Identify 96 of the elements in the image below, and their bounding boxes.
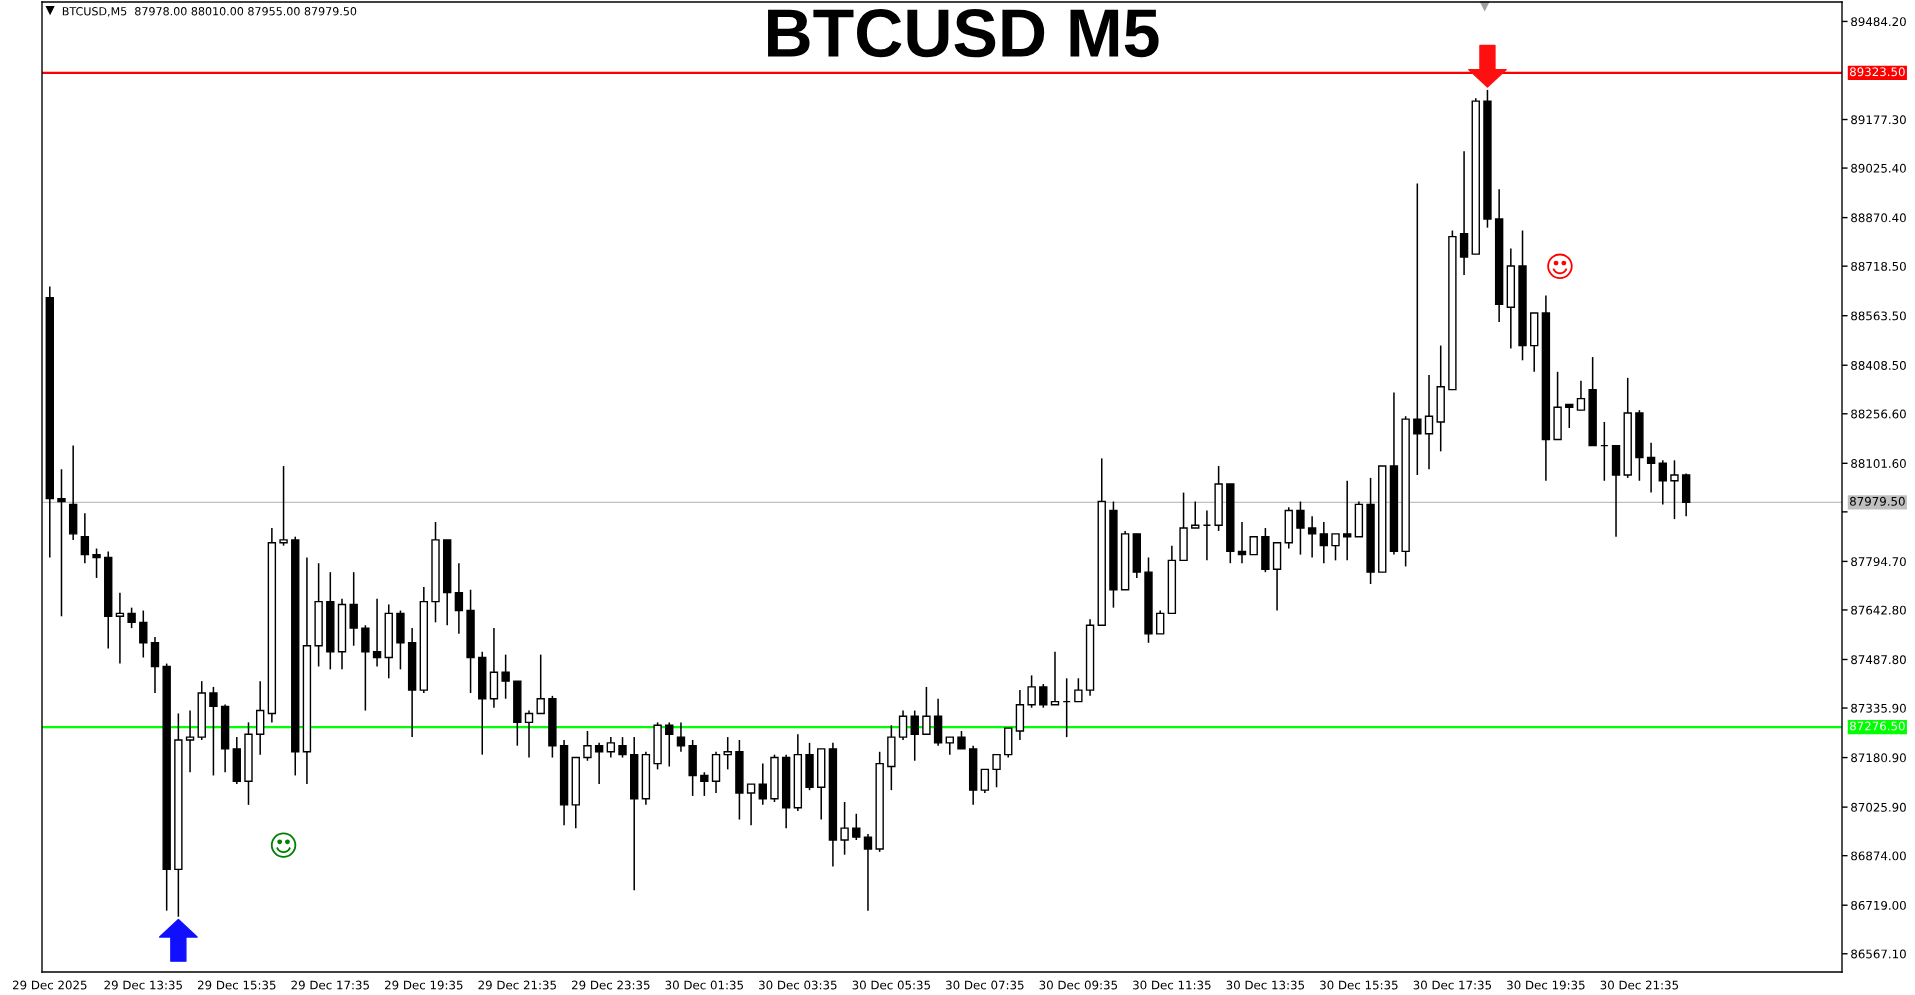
y-tick-label: 88408.50 bbox=[1851, 360, 1906, 370]
y-tick-label: 86719.00 bbox=[1851, 900, 1906, 910]
y-tick-label: 88563.50 bbox=[1851, 311, 1906, 321]
candlestick bbox=[1296, 500, 1305, 556]
x-tick-label: 30 Dec 01:35 bbox=[665, 980, 743, 990]
x-tick-label: 30 Dec 03:35 bbox=[759, 980, 837, 990]
x-tick-label: 30 Dec 13:35 bbox=[1226, 980, 1305, 990]
ref-line-label: 87979.50 bbox=[1850, 496, 1905, 506]
candlestick bbox=[1565, 403, 1574, 429]
x-tick-label: 30 Dec 11:35 bbox=[1133, 980, 1211, 990]
y-tick-label: 88718.50 bbox=[1851, 261, 1906, 271]
candlestick bbox=[454, 562, 464, 635]
candlestick bbox=[840, 801, 849, 856]
candlestick bbox=[127, 606, 136, 629]
candlestick bbox=[723, 736, 732, 771]
x-tick-label: 29 Dec 21:35 bbox=[478, 980, 556, 990]
y-tick-label: 88870.40 bbox=[1851, 213, 1906, 223]
candlestick bbox=[1658, 459, 1667, 506]
y-tick-label: 88256.60 bbox=[1851, 409, 1906, 419]
x-tick-label: 29 Dec 15:35 bbox=[197, 980, 276, 990]
candlestick bbox=[594, 742, 604, 785]
candlestick bbox=[92, 547, 101, 579]
x-tick-label: 30 Dec 09:35 bbox=[1039, 980, 1118, 990]
candlestick bbox=[255, 680, 265, 756]
candlestick bbox=[185, 709, 195, 774]
candlestick bbox=[209, 686, 218, 777]
x-tick-label: 29 Dec 13:35 bbox=[104, 980, 182, 990]
y-tick-label: 89484.20 bbox=[1851, 17, 1906, 27]
candlestick bbox=[501, 653, 510, 700]
candlestick bbox=[898, 709, 908, 741]
annotation: BTCUSD,M5 87978.00 88010.00 87955.00 87979.50 bbox=[62, 7, 357, 17]
candlestick bbox=[150, 636, 160, 694]
candlestick bbox=[1319, 521, 1329, 564]
candlestick bbox=[852, 813, 861, 841]
candlestick bbox=[1646, 441, 1656, 494]
candlestick bbox=[863, 833, 873, 912]
candlestick bbox=[1155, 609, 1165, 635]
candlestick bbox=[700, 771, 709, 797]
candlestick bbox=[361, 624, 370, 712]
y-tick-label: 89177.30 bbox=[1851, 115, 1906, 125]
x-tick-label: 30 Dec 19:35 bbox=[1507, 980, 1585, 990]
candlestick bbox=[1576, 379, 1586, 411]
y-tick-label: 87180.90 bbox=[1851, 753, 1906, 763]
x-tick-label: 30 Dec 07:35 bbox=[946, 980, 1024, 990]
x-tick-label: 30 Dec 17:35 bbox=[1413, 980, 1492, 990]
candlestick bbox=[1331, 533, 1340, 562]
ref-line-label: 89323.50 bbox=[1850, 67, 1905, 77]
candlestick bbox=[1191, 500, 1200, 529]
candlestick bbox=[279, 465, 288, 547]
chart-title: BTCUSD M5 bbox=[768, 9, 1159, 58]
y-tick-label: 86567.10 bbox=[1851, 949, 1906, 959]
candlestick bbox=[349, 571, 358, 647]
candlestick bbox=[139, 609, 148, 659]
candlestick bbox=[524, 709, 534, 759]
y-tick-label: 89025.40 bbox=[1851, 163, 1906, 173]
candlestick bbox=[676, 721, 686, 753]
candlestick bbox=[665, 721, 674, 768]
candlestick bbox=[80, 512, 90, 564]
x-tick-label: 29 Dec 19:35 bbox=[384, 980, 463, 990]
y-tick-label: 87794.70 bbox=[1851, 557, 1906, 567]
candlestick bbox=[758, 762, 767, 806]
candlestick bbox=[910, 709, 919, 762]
y-tick-label: 87335.90 bbox=[1851, 703, 1906, 713]
candlestick bbox=[1307, 515, 1317, 559]
candlestick bbox=[980, 768, 990, 794]
candlestick bbox=[992, 753, 1001, 789]
candlestick bbox=[1670, 459, 1679, 520]
y-tick-label: 87025.90 bbox=[1851, 802, 1906, 812]
candlestick bbox=[922, 686, 931, 735]
x-tick-label: 30 Dec 15:35 bbox=[1320, 980, 1398, 990]
ref-line-label: 87276.50 bbox=[1850, 721, 1905, 731]
candlestick bbox=[618, 736, 627, 759]
y-tick-label: 87487.80 bbox=[1851, 655, 1906, 665]
candlestick bbox=[583, 730, 592, 762]
x-tick-label: 30 Dec 21:35 bbox=[1600, 980, 1679, 990]
candlestick bbox=[1424, 374, 1434, 471]
candlestick bbox=[1074, 677, 1083, 703]
candlestick bbox=[746, 783, 756, 827]
candlestick bbox=[1050, 650, 1060, 706]
y-tick-label: 88101.60 bbox=[1851, 459, 1906, 468]
y-tick-label: 86874.00 bbox=[1851, 851, 1906, 861]
candlestick bbox=[1342, 480, 1352, 562]
candlestick bbox=[1027, 674, 1036, 709]
candlestick bbox=[57, 468, 66, 618]
candlestick bbox=[1413, 182, 1422, 476]
candlestick bbox=[1039, 683, 1048, 709]
x-tick-label: 29 Dec 23:35 bbox=[572, 980, 650, 990]
candlestick bbox=[372, 597, 382, 668]
candlestick bbox=[536, 653, 545, 715]
candlestick bbox=[115, 591, 125, 665]
candlestick bbox=[606, 736, 616, 759]
x-tick-label: 29 Dec 2025 bbox=[12, 980, 87, 990]
y-tick-label: 87642.80 bbox=[1851, 605, 1906, 615]
candlestick bbox=[1459, 150, 1469, 276]
x-tick-label: 30 Dec 05:35 bbox=[852, 980, 931, 990]
x-tick-label: 29 Dec 17:35 bbox=[291, 980, 369, 990]
